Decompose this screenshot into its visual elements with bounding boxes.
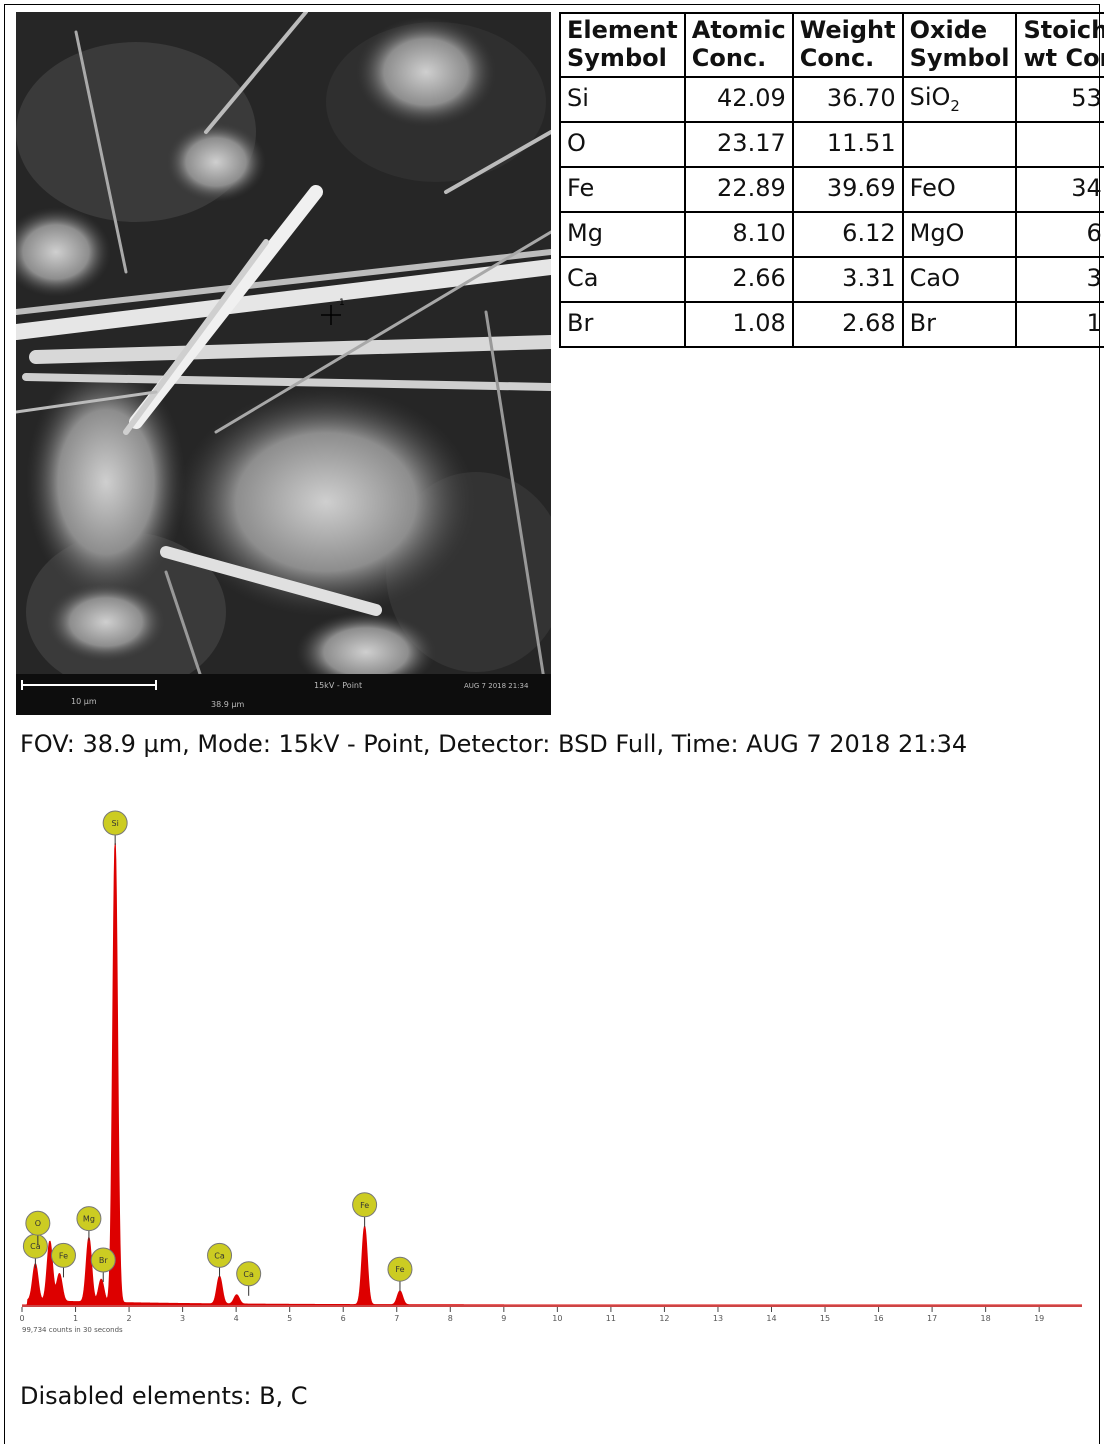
cell-weight: 39.69 (791, 166, 904, 214)
cell-weight: 2.68 (791, 301, 904, 349)
scalebar-label: 10 µm (71, 697, 97, 706)
x-tick-label: 9 (501, 1314, 506, 1323)
svg-text:Si: Si (111, 819, 118, 828)
x-tick-label: 0 (19, 1314, 24, 1323)
cell-atomic: 1.08 (683, 301, 794, 349)
peak-marker-fe: Fe (352, 1192, 378, 1227)
peak-marker-ca: Ca (22, 1233, 48, 1269)
point-marker-label: 1 (339, 298, 345, 308)
peak-marker-fe: Fe (50, 1242, 76, 1278)
x-tick-label: 1 (73, 1314, 78, 1323)
cell-atomic: 23.17 (683, 121, 794, 169)
peak-marker-mg: Mg (76, 1206, 102, 1241)
mode-label: 15kV - Point (314, 681, 362, 690)
x-tick-label: 2 (127, 1314, 132, 1323)
peak-marker-br: Br (90, 1247, 116, 1282)
x-tick-label: 6 (341, 1314, 346, 1323)
sem-micrograph: 1 10 µm 38.9 µm 15kV - Point AUG 7 2018 … (16, 12, 551, 715)
fov-label: 38.9 µm (211, 700, 244, 709)
cell-stoich: 6.90 (1015, 211, 1104, 259)
cell-element: Ca (559, 256, 686, 304)
x-tick-label: 7 (394, 1314, 399, 1323)
x-tick-label: 12 (659, 1314, 669, 1323)
svg-text:Fe: Fe (395, 1265, 404, 1274)
cell-oxide: Br (901, 301, 1018, 349)
header-weight-conc: Weight Conc. (791, 11, 904, 79)
spectrum-area (22, 843, 1082, 1306)
peak-marker-ca: Ca (207, 1242, 233, 1278)
svg-text:O: O (35, 1219, 41, 1228)
table-row: O 23.17 11.51 (559, 121, 1104, 169)
x-tick-label: 15 (820, 1314, 830, 1323)
cell-oxide: MgO (901, 211, 1018, 259)
x-tick-label: 5 (287, 1314, 292, 1323)
cell-element: Si (559, 76, 686, 124)
cell-weight: 11.51 (791, 121, 904, 169)
svg-text:Br: Br (99, 1256, 108, 1265)
cell-oxide: CaO (901, 256, 1018, 304)
cell-oxide: SiO2 (901, 76, 1018, 124)
x-tick-label: 17 (927, 1314, 937, 1323)
counts-caption: 99,734 counts in 30 seconds (22, 1326, 123, 1334)
peak-marker-fe: Fe (387, 1256, 413, 1292)
x-tick-label: 19 (1034, 1314, 1044, 1323)
cell-oxide (901, 121, 1018, 169)
cell-atomic: 22.89 (683, 166, 794, 214)
cell-stoich (1015, 121, 1104, 169)
header-element-symbol: Element Symbol (559, 11, 686, 79)
header-atomic-conc: Atomic Conc. (683, 11, 794, 79)
cell-stoich: 1.82 (1015, 301, 1104, 349)
svg-text:Ca: Ca (214, 1251, 225, 1260)
cell-element: Fe (559, 166, 686, 214)
x-tick-label: 13 (713, 1314, 723, 1323)
table-row: Ca 2.66 3.31 CaO 3.15 (559, 256, 1104, 304)
x-tick-label: 16 (873, 1314, 883, 1323)
image-caption: FOV: 38.9 µm, Mode: 15kV - Point, Detect… (20, 730, 968, 758)
table-header-row: Element Symbol Atomic Conc. Weight Conc. Ox… (559, 11, 1104, 79)
x-tick-label: 11 (606, 1314, 616, 1323)
cell-weight: 3.31 (791, 256, 904, 304)
x-tick-label: 4 (234, 1314, 239, 1323)
svg-text:Mg: Mg (83, 1215, 95, 1224)
cell-weight: 36.70 (791, 76, 904, 124)
cell-stoich: 53.40 (1015, 76, 1104, 124)
cell-oxide: FeO (901, 166, 1018, 214)
header-oxide-symbol: Oxide Symbol (901, 11, 1018, 79)
x-tick-label: 18 (981, 1314, 991, 1323)
page-frame (4, 4, 1100, 1444)
cell-atomic: 8.10 (683, 211, 794, 259)
cell-stoich: 34.73 (1015, 166, 1104, 214)
oxide-formula: SiO2 (909, 82, 960, 115)
x-tick-label: 14 (766, 1314, 776, 1323)
element-table: Element Symbol Atomic Conc. Weight Conc. Ox… (559, 11, 1104, 349)
peak-marker-ca: Ca (236, 1261, 262, 1296)
table-row: Br 1.08 2.68 Br 1.82 (559, 301, 1104, 349)
cell-atomic: 42.09 (683, 76, 794, 124)
table-row: Mg 8.10 6.12 MgO 6.90 (559, 211, 1104, 259)
date-label: AUG 7 2018 21:34 (464, 682, 529, 690)
x-tick-label: 10 (552, 1314, 562, 1323)
x-tick-label: 8 (448, 1314, 453, 1323)
disabled-elements-note: Disabled elements: B, C (20, 1382, 308, 1410)
peak-marker-o: O (25, 1210, 51, 1246)
cell-stoich: 3.15 (1015, 256, 1104, 304)
svg-text:Fe: Fe (360, 1201, 369, 1210)
cell-element: Mg (559, 211, 686, 259)
table-row: Fe 22.89 39.69 FeO 34.73 (559, 166, 1104, 214)
cell-element: Br (559, 301, 686, 349)
cell-element: O (559, 121, 686, 169)
peak-marker-si: Si (102, 810, 128, 845)
table-row: Si 42.09 36.70 SiO2 53.40 (559, 76, 1104, 124)
cell-atomic: 2.66 (683, 256, 794, 304)
svg-text:Ca: Ca (243, 1270, 254, 1279)
cell-weight: 6.12 (791, 211, 904, 259)
x-tick-label: 3 (180, 1314, 185, 1323)
svg-text:Fe: Fe (59, 1251, 68, 1260)
header-stoich-wt-conc: Stoich.wt Conc. (1015, 11, 1104, 79)
svg-text:Ca: Ca (30, 1242, 41, 1251)
